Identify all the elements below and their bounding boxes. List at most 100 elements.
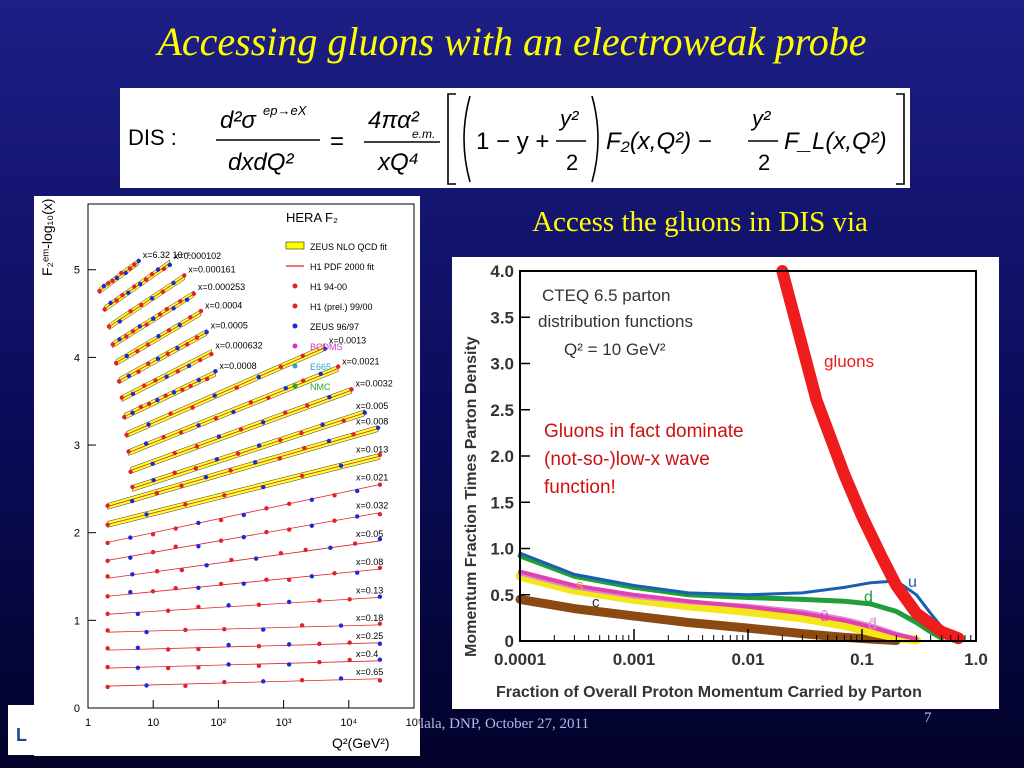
hera-data-point (317, 641, 322, 647)
cteq-series-u (518, 551, 960, 641)
hera-x-label: x=6.32 10⁻⁵ (143, 250, 192, 260)
hera-ytick-label: 3 (74, 440, 80, 452)
hera-data-point (132, 262, 137, 267)
hera-data-point (154, 569, 160, 574)
hera-data-point (117, 319, 122, 324)
hera-x-label: x=0.000161 (188, 265, 235, 275)
cteq-title-line1: CTEQ 6.5 parton (542, 286, 671, 305)
hera-data-point (156, 334, 161, 339)
hera-data-point (204, 563, 209, 568)
hera-data-point (377, 452, 383, 457)
hera-data-point (222, 627, 227, 632)
hera-data-point (278, 364, 283, 369)
hera-data-point (97, 288, 102, 294)
cteq-xtick-label: 1.0 (964, 650, 988, 669)
hera-data-point (309, 574, 315, 579)
hera-data-point (105, 503, 110, 508)
cteq-series-gluons (776, 265, 965, 645)
hera-data-point (135, 348, 140, 354)
eq-right-bracket (896, 93, 905, 185)
eq-coef-num: 4πα² (368, 107, 420, 134)
hera-x-label: x=0.008 (356, 417, 388, 427)
hera-legend-label: ZEUS NLO QCD fit (310, 242, 388, 252)
hera-fit-line (107, 455, 381, 525)
hera-x-label: x=0.000632 (215, 341, 262, 351)
cteq-ytick-label: 0.5 (490, 586, 514, 605)
hera-data-point (338, 676, 344, 681)
hera-data-point (196, 544, 201, 549)
hera-data-point (138, 281, 143, 287)
label-u: u (908, 574, 917, 591)
hera-data-point (137, 324, 143, 329)
hera-data-point (154, 490, 160, 496)
hera-data-point (110, 278, 115, 284)
hera-x-label: x=0.0005 (211, 320, 248, 330)
slide-title: Accessing gluons with an electroweak pro… (157, 19, 867, 64)
cteq-series-s (515, 571, 921, 645)
hera-data-point (124, 334, 129, 339)
hera-data-point (102, 307, 107, 312)
hera-data-point (166, 328, 172, 333)
hera-data-point (151, 316, 156, 321)
hera-data-point (218, 581, 224, 587)
hera-data-point (341, 418, 346, 423)
hera-data-point (130, 498, 135, 504)
hera-data-point (351, 432, 356, 437)
hera-data-point (179, 483, 184, 488)
hera-data-point (349, 387, 354, 392)
hera-data-point (194, 335, 200, 340)
hera-data-point (196, 585, 201, 591)
hera-data-point (114, 298, 119, 303)
hera-data-point (218, 538, 224, 543)
hera-data-point (184, 342, 190, 347)
hera-data-point (144, 322, 149, 327)
hera-data-point (196, 646, 201, 652)
hera-data-point (177, 322, 182, 328)
cteq-ytick-label: 1.5 (490, 493, 514, 512)
hera-data-point (278, 550, 284, 556)
hera-data-point (105, 574, 110, 579)
cteq-xtick-label: 0.0001 (494, 650, 546, 669)
hera-legend-label: E665 (310, 362, 331, 372)
hera-data-point (283, 386, 288, 391)
hera-data-point (155, 398, 160, 403)
hera-legend-swatch (292, 363, 298, 369)
hera-data-point (322, 346, 328, 351)
hera-data-point (178, 430, 184, 435)
hera-data-point (188, 315, 193, 320)
hera-data-point (157, 312, 163, 317)
hera-data-point (338, 623, 344, 628)
hera-data-point (105, 594, 110, 599)
hera-data-point (377, 536, 383, 542)
cteq-xlabel: Fraction of Overall Proton Momentum Carr… (496, 684, 922, 701)
hera-ytick-label: 1 (74, 615, 80, 627)
hera-data-point (286, 501, 292, 506)
hera-data-point (126, 373, 132, 379)
hera-data-point (105, 628, 110, 633)
hera-data-point (277, 456, 282, 461)
eq-numerator-sup: ep→eX (263, 103, 308, 118)
hera-data-point (264, 577, 269, 582)
hera-data-point (191, 291, 197, 296)
hera-data-point (362, 410, 367, 415)
hera-data-point (377, 678, 383, 683)
hera-data-point (196, 423, 201, 428)
logo-mark: L (16, 725, 27, 745)
hera-data-point (182, 273, 187, 278)
eq-denominator: dxdQ² (228, 149, 294, 176)
eq-frac-num-2: y² (750, 106, 771, 131)
hera-fit-line (124, 372, 216, 417)
hera-data-point (266, 395, 271, 401)
hera-fit-line (107, 660, 380, 669)
hera-data-point (173, 544, 178, 549)
hera-data-point (253, 556, 259, 561)
hera-data-point (153, 378, 158, 383)
hera-data-point (299, 473, 305, 479)
lab-logo: L (8, 705, 36, 755)
hera-data-point (163, 393, 168, 398)
hera-data-point (141, 383, 147, 388)
hera-data-point (105, 684, 110, 690)
hera-data-point (114, 275, 120, 281)
hera-data-point (105, 611, 110, 617)
eq-numerator: d²σ (220, 107, 257, 134)
